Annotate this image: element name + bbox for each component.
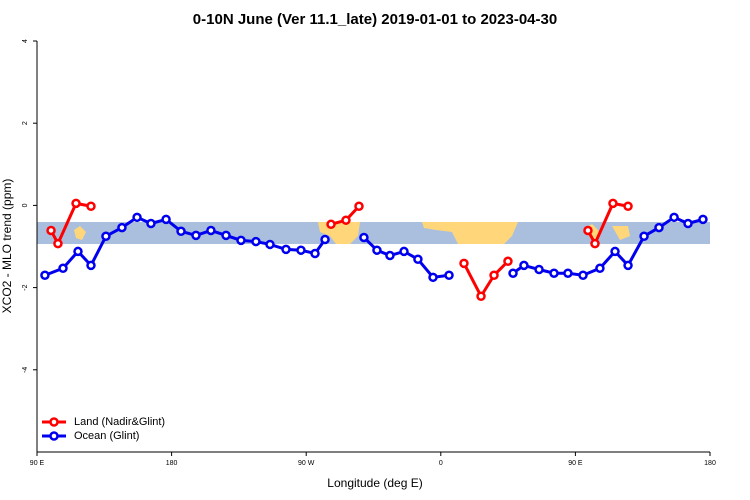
x-tick-label: 180	[166, 460, 178, 467]
data-point	[563, 268, 573, 278]
data-point	[296, 245, 306, 255]
legend-marker	[49, 417, 59, 427]
map-band	[37, 222, 710, 244]
chart-title: 0-10N June (Ver 11.1_late) 2019-01-01 to…	[193, 11, 557, 28]
data-point	[359, 232, 369, 243]
data-point	[161, 214, 171, 225]
data-point	[623, 201, 633, 211]
data-point	[310, 248, 320, 259]
data-point	[508, 268, 518, 278]
data-point	[146, 218, 156, 229]
data-point	[583, 225, 593, 236]
y-tick-label: -2	[22, 284, 29, 290]
data-point	[265, 239, 275, 250]
x-tick-label: 90 E	[30, 460, 45, 467]
data-point	[101, 231, 111, 241]
data-point	[206, 225, 216, 236]
data-point	[73, 246, 83, 257]
data-point	[534, 264, 544, 275]
data-point	[385, 250, 395, 261]
data-point	[549, 268, 559, 278]
data-point	[610, 246, 620, 257]
data-point	[117, 222, 127, 233]
y-axis-label: XCO2 - MLO trend (ppm)	[0, 179, 14, 314]
data-point	[503, 256, 513, 267]
legend-label: Ocean (Glint)	[74, 430, 139, 442]
data-point	[236, 235, 246, 246]
x-tick-label: 0	[439, 460, 443, 467]
y-tick-label: 4	[22, 39, 29, 43]
data-point	[341, 215, 351, 225]
data-point	[132, 212, 142, 223]
data-point	[40, 270, 50, 281]
data-point	[281, 244, 291, 255]
y-tick-label: 2	[22, 121, 29, 125]
data-point	[654, 222, 664, 233]
legend-marker	[49, 431, 59, 441]
data-point	[639, 231, 649, 241]
data-point	[590, 238, 600, 249]
data-point	[46, 225, 56, 236]
x-axis-label: Longitude (deg E)	[327, 476, 422, 490]
data-point	[176, 226, 186, 237]
data-point	[221, 230, 231, 241]
data-point	[683, 218, 693, 229]
y-tick-label: 0	[22, 203, 29, 207]
data-point	[53, 238, 63, 249]
data-point	[71, 198, 81, 209]
data-point	[326, 219, 336, 230]
data-point	[320, 234, 330, 245]
y-tick-label: -4	[22, 367, 29, 373]
data-point	[86, 260, 96, 271]
data-point	[428, 272, 438, 283]
data-point	[476, 291, 486, 301]
x-tick-label: 90 W	[298, 460, 315, 467]
data-point	[191, 230, 201, 241]
data-point	[251, 236, 261, 247]
x-tick-label: 180	[704, 460, 716, 467]
data-point	[399, 246, 409, 257]
data-point	[459, 258, 469, 269]
data-point	[623, 260, 633, 271]
data-point	[608, 198, 618, 209]
data-point	[489, 270, 499, 281]
data-point	[444, 270, 454, 281]
legend-label: Land (Nadir&Glint)	[74, 416, 165, 428]
data-point	[354, 201, 364, 211]
data-point	[86, 201, 96, 211]
data-point	[58, 263, 68, 274]
data-point	[372, 245, 382, 255]
data-point	[578, 270, 588, 281]
data-point	[669, 212, 679, 223]
data-point	[519, 260, 529, 271]
data-point	[698, 214, 708, 225]
x-tick-label: 90 E	[568, 460, 583, 467]
data-point	[595, 263, 605, 274]
data-point	[413, 254, 423, 264]
